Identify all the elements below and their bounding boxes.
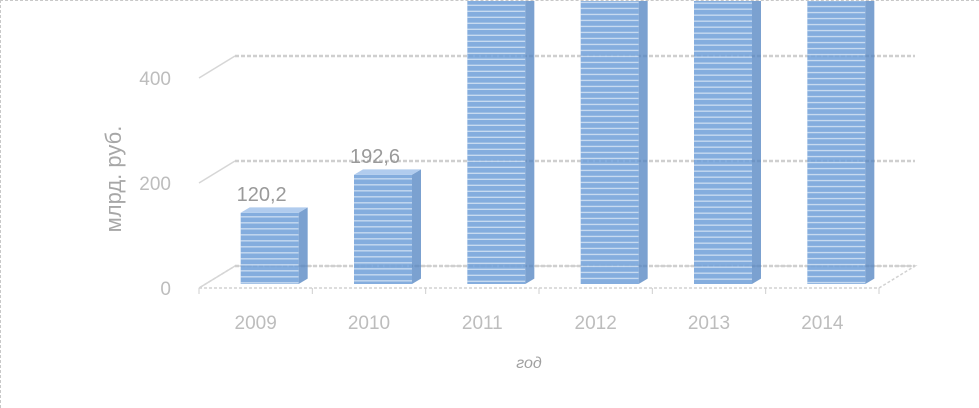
x-tick-label: 2009 [235, 313, 277, 334]
bar-side [298, 207, 308, 284]
grid-layer [196, 54, 918, 289]
bar [354, 174, 412, 284]
y-axis-ticks: 0200400600800 [139, 69, 171, 300]
bar-top [354, 169, 421, 175]
x-tick-label: 2012 [575, 313, 617, 334]
y-tick-label: 400 [139, 69, 171, 90]
data-label: 120,2 [237, 184, 287, 206]
bar [240, 212, 299, 284]
bar-side [752, 1, 761, 284]
bar [694, 1, 752, 285]
bar-side [865, 1, 875, 284]
x-tick-label: 2013 [688, 313, 730, 334]
bars [240, 1, 875, 285]
x-tick-label: 2010 [348, 313, 390, 334]
bar [580, 1, 639, 284]
data-label: 192,6 [350, 146, 400, 168]
y-tick-label: 200 [139, 174, 171, 195]
bar-side [525, 1, 535, 284]
x-tick-label: 2011 [462, 313, 503, 334]
gridline-wall [198, 265, 236, 289]
bar-side [412, 169, 421, 284]
bar [467, 1, 526, 284]
bar [807, 1, 866, 285]
gridline-wall [198, 55, 236, 79]
gridline-wall [198, 160, 236, 184]
y-tick-label: 0 [160, 279, 171, 300]
y-axis-title: млрд. руб. [101, 126, 126, 233]
x-axis-ticks: 2009 2010 2011 2012 2013 2014 [198, 288, 880, 334]
bar-side [638, 1, 648, 284]
bar-top [240, 207, 308, 213]
x-axis-title: год [516, 355, 542, 372]
x-tick-label: 2014 [801, 313, 844, 334]
